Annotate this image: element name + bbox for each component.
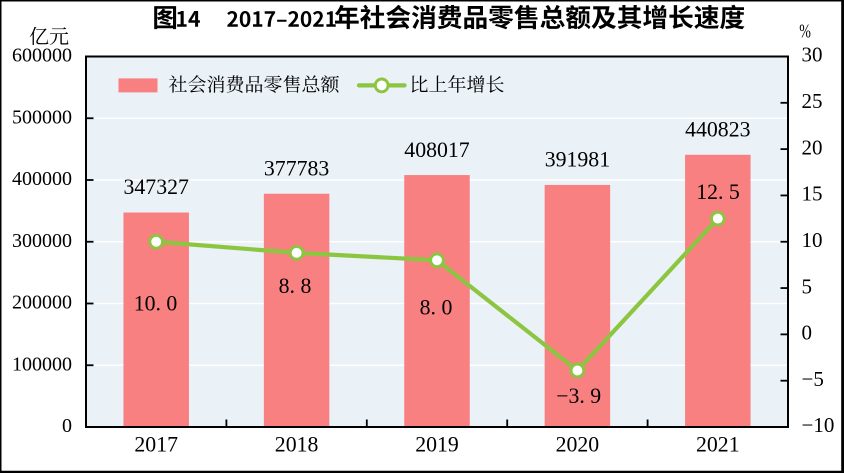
svg-text:−5: −5 <box>802 367 824 391</box>
svg-text:500000: 500000 <box>12 106 72 128</box>
svg-text:440823: 440823 <box>685 117 750 141</box>
svg-text:12. 5: 12. 5 <box>696 180 740 204</box>
svg-text:15: 15 <box>802 182 823 206</box>
svg-text:2018: 2018 <box>275 432 319 456</box>
svg-text:10. 0: 10. 0 <box>134 291 178 315</box>
svg-text:2017: 2017 <box>134 432 178 456</box>
svg-text:0: 0 <box>802 321 813 345</box>
svg-text:−10: −10 <box>802 413 835 437</box>
svg-text:−3. 9: −3. 9 <box>556 384 601 408</box>
svg-text:300000: 300000 <box>12 230 72 252</box>
svg-text:8. 8: 8. 8 <box>279 274 312 298</box>
svg-text:408017: 408017 <box>404 138 469 162</box>
svg-text:600000: 600000 <box>12 45 72 67</box>
svg-text:400000: 400000 <box>12 168 72 190</box>
svg-text:5: 5 <box>802 274 813 298</box>
svg-text:100000: 100000 <box>12 353 72 375</box>
svg-text:10: 10 <box>802 228 823 252</box>
svg-text:20: 20 <box>802 135 823 159</box>
svg-text:8. 0: 8. 0 <box>420 296 453 320</box>
svg-text:2019: 2019 <box>415 432 459 456</box>
svg-text:347327: 347327 <box>124 175 189 199</box>
svg-text:377783: 377783 <box>264 156 329 180</box>
svg-text:200000: 200000 <box>12 292 72 314</box>
svg-text:25: 25 <box>802 89 823 113</box>
svg-text:%: % <box>799 20 811 42</box>
svg-text:0: 0 <box>62 415 72 437</box>
svg-text:2021: 2021 <box>696 432 740 456</box>
svg-text:30: 30 <box>802 43 823 67</box>
svg-text:391981: 391981 <box>545 148 610 172</box>
svg-text:2020: 2020 <box>556 432 600 456</box>
